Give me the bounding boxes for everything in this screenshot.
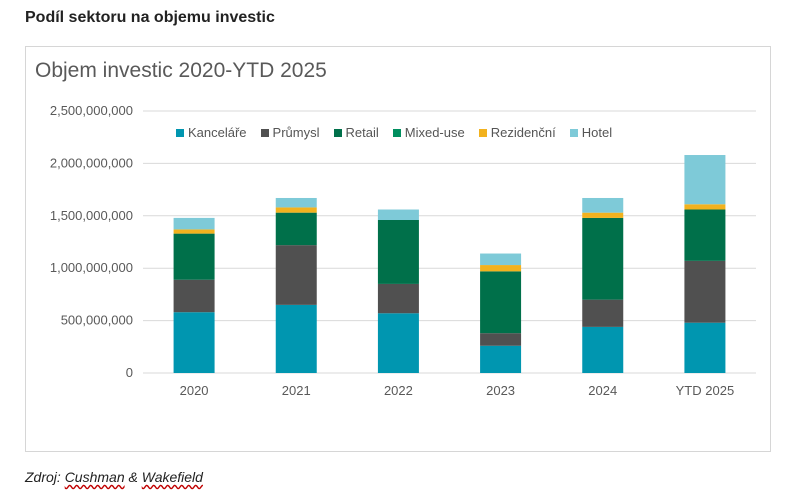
bar-segment: [173, 233, 215, 280]
bar-segment: [377, 219, 419, 284]
legend-label: Hotel: [581, 125, 613, 140]
y-tick-label: 2,000,000,000: [50, 155, 133, 170]
source-part2: Wakefield: [141, 469, 203, 485]
bar-segment: [684, 209, 726, 261]
bar-segment: [684, 155, 726, 205]
y-tick-label: 2,500,000,000: [50, 103, 133, 118]
source-note: Zdroj: Cushman & Wakefield: [25, 469, 203, 485]
bar-segment: [480, 333, 522, 346]
chart-plot: 0 500,000,000 1,000,000,000 1,500,000,000 2,…: [50, 103, 756, 398]
bar-segment: [173, 312, 215, 373]
x-tick-label: 2021: [282, 383, 311, 398]
chart-legend: Kanceláře Průmysl Retail Mixed-use Rezidenčn…: [176, 125, 612, 140]
y-tick-label: 1,500,000,000: [50, 208, 133, 223]
legend-swatch: [260, 128, 269, 137]
y-tick-label: 0: [126, 365, 133, 380]
bar-segment: [480, 345, 522, 373]
bar-segment: [582, 217, 624, 300]
bar-segment: [275, 212, 317, 246]
legend-label: Rezidenční: [490, 125, 556, 140]
bar-segment: [684, 322, 726, 373]
bar-segment: [173, 279, 215, 313]
legend-swatch: [333, 128, 342, 137]
legend-entry: Retail: [333, 125, 379, 140]
legend-entry: Rezidenční: [478, 125, 556, 140]
bar-segment: [275, 197, 317, 208]
legend-swatch: [478, 128, 487, 137]
bar-segment: [684, 260, 726, 323]
legend-entry: Průmysl: [260, 125, 320, 140]
bar-segment: [684, 204, 726, 210]
x-tick-label: 2022: [384, 383, 413, 398]
bar-segment: [480, 265, 522, 272]
bar-segment: [377, 209, 419, 220]
x-tick-label: YTD 2025: [676, 383, 735, 398]
bar-segment: [275, 304, 317, 373]
legend-swatch: [392, 128, 401, 137]
source-prefix: Zdroj:: [25, 469, 65, 485]
legend-label: Kanceláře: [188, 125, 247, 140]
x-tick-label: 2020: [180, 383, 209, 398]
x-tick-label: 2024: [588, 383, 617, 398]
legend-label: Retail: [345, 125, 379, 140]
legend-label: Mixed-use: [404, 125, 465, 140]
y-tick-label: 500,000,000: [61, 313, 133, 328]
bar-segment: [173, 217, 215, 230]
bar-segment: [582, 299, 624, 327]
legend-label: Průmysl: [272, 125, 320, 140]
bar-segment: [275, 207, 317, 213]
bar-segment: [173, 229, 215, 234]
legend-entry: Hotel: [569, 125, 613, 140]
legend-entry: Kanceláře: [176, 125, 247, 140]
source-amp: &: [124, 469, 142, 485]
chart-title: Objem investic 2020-YTD 2025: [35, 59, 327, 82]
bar-segment: [480, 253, 522, 266]
bar-segment: [582, 326, 624, 373]
legend-entry: Mixed-use: [392, 125, 465, 140]
bar-segment: [480, 271, 522, 334]
legend-swatch: [176, 128, 184, 137]
y-tick-label: 1,000,000,000: [50, 260, 133, 275]
bar-segment: [582, 212, 624, 218]
chart-container: 0 500,000,000 1,000,000,000 1,500,000,000 2,…: [25, 46, 771, 452]
source-part1: Cushman: [64, 469, 125, 485]
bar-segment: [275, 245, 317, 305]
bar-segment: [377, 283, 419, 314]
legend-swatch: [569, 128, 578, 137]
x-tick-label: 2023: [486, 383, 515, 398]
bar-segment: [582, 197, 624, 213]
page-heading: Podíl sektoru na objemu investic: [25, 9, 275, 26]
bar-segment: [377, 313, 419, 373]
